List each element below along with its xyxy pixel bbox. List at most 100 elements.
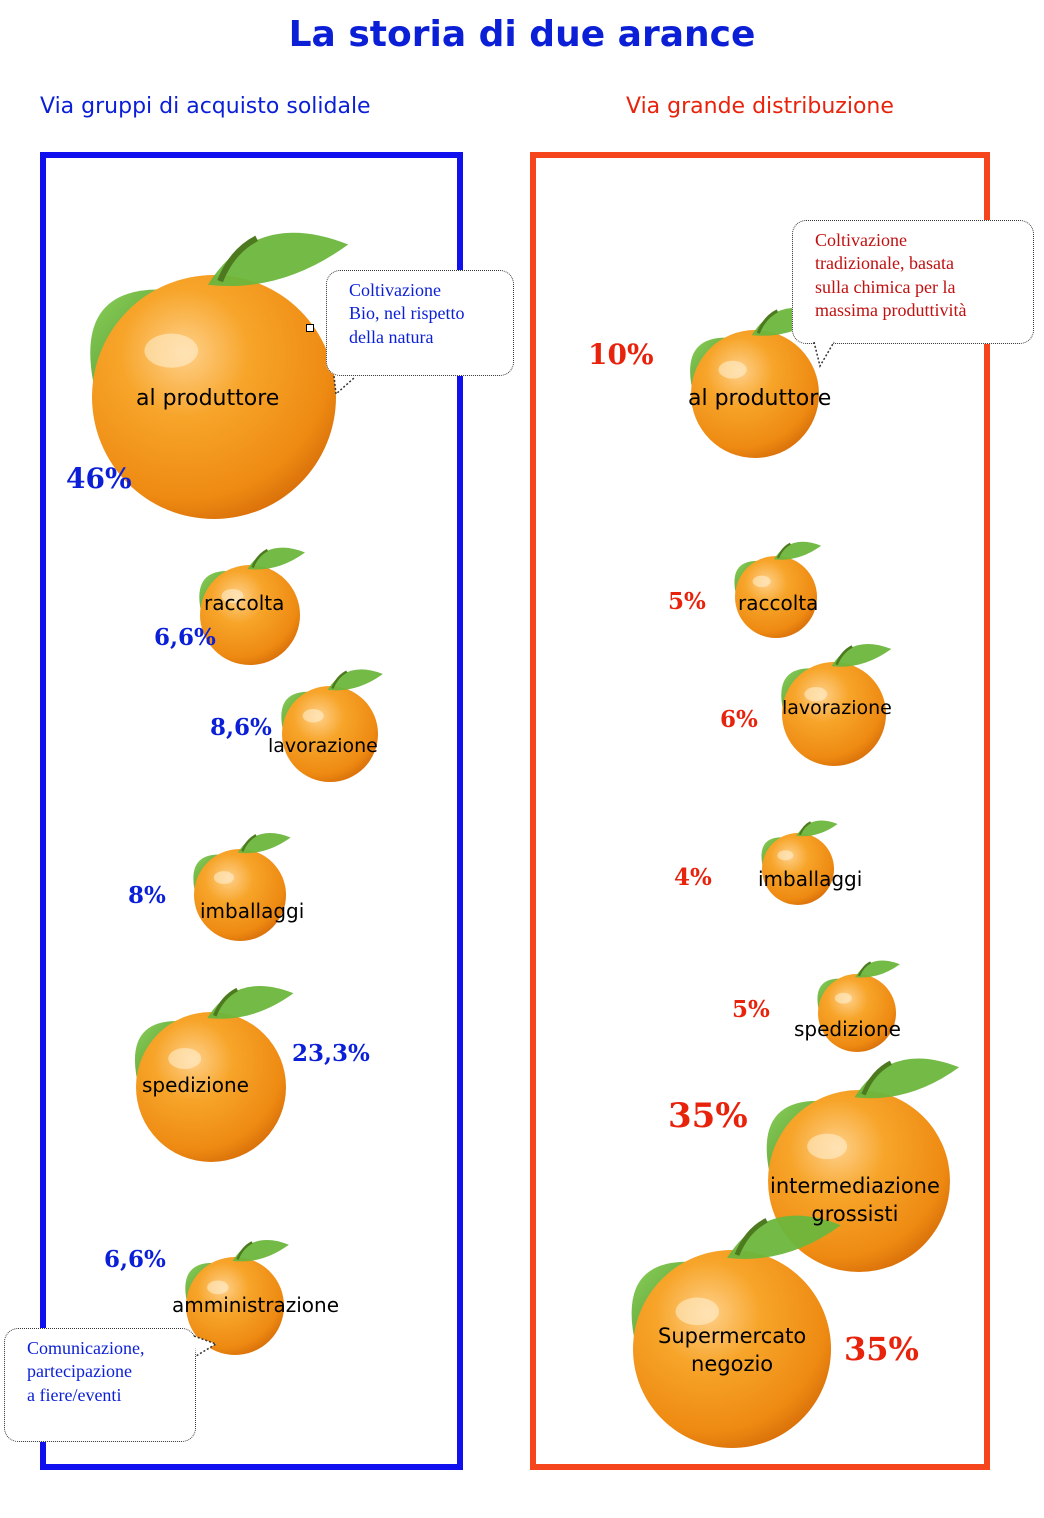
orange-highlight — [804, 686, 828, 702]
orange-left-imballaggi — [193, 833, 291, 944]
leaf-icon — [773, 541, 822, 560]
orange-left-raccolta — [199, 547, 305, 670]
left-heading: Via gruppi di acquisto solidale — [40, 94, 371, 119]
orange-left-produttore — [90, 232, 349, 520]
orange-right-raccolta — [734, 541, 822, 638]
label-left-amministrazione: amministrazione — [172, 1293, 340, 1317]
stem-icon — [756, 309, 779, 334]
orange-left-spedizione — [134, 985, 294, 1164]
bubble-right-line4: massima produttività — [815, 300, 967, 321]
orange-fruit-icon — [734, 541, 822, 638]
pct-right-raccolta: 5% — [668, 588, 706, 615]
orange-fruit-icon — [90, 232, 349, 519]
bubble-right-tail — [813, 341, 835, 368]
pct-left-amministrazione: 6,6% — [104, 1246, 166, 1273]
leaf-icon — [727, 1215, 841, 1259]
stem-icon — [251, 548, 269, 568]
orange-fruit-icon — [134, 985, 294, 1162]
bubble-left-line1: Coltivazione — [349, 280, 441, 300]
bubble-right-coltivazione-tradizionale: Coltivazione tradizionale, basata sulla … — [792, 220, 1034, 344]
orange-highlight — [807, 1133, 848, 1160]
bubble-left-comunicazione: Comunicazione, partecipazione a fiere/ev… — [4, 1328, 196, 1442]
pct-right-lavorazione: 6% — [720, 706, 758, 733]
orange-highlight — [777, 850, 794, 861]
leaf-icon — [327, 669, 383, 691]
stem-icon — [835, 645, 853, 666]
orange-highlight — [834, 992, 852, 1004]
bubble-right-line1: Coltivazione — [815, 230, 907, 250]
bubble-right-line2: tradizionale, basata — [815, 253, 954, 274]
label-right-supermercato-line1: Supermercato — [658, 1324, 807, 1348]
bubble-left-coltivazione-bio: Coltivazione Bio, nel rispetto della nat… — [326, 270, 514, 376]
leaf-icon — [232, 1240, 289, 1262]
stem-icon — [236, 1241, 253, 1260]
right-heading: Via grande distribuzione — [626, 94, 894, 119]
label-right-intermediazione: intermediazione grossisti — [770, 1172, 940, 1229]
right-panel — [530, 152, 990, 1470]
bubble-left-line2: Bio, nel rispetto — [349, 303, 465, 324]
label-right-lavorazione: lavorazione — [782, 697, 892, 719]
orange-fruit-icon — [193, 833, 291, 941]
leaf-icon — [247, 547, 305, 570]
bubble-right-line3: sulla chimica per la — [815, 276, 956, 297]
stem-icon — [858, 961, 872, 977]
stem-icon — [241, 834, 257, 852]
left-panel — [40, 152, 463, 1470]
pct-right-produttore: 10% — [588, 338, 654, 371]
leaf-icon — [207, 985, 294, 1019]
pct-left-imballaggi: 8% — [128, 882, 166, 909]
orange-fruit-icon — [781, 643, 892, 766]
bubble-bottom-line1: Comunicazione, — [27, 1338, 145, 1358]
orange-right-imballaggi — [761, 820, 838, 908]
stem-icon — [777, 542, 791, 559]
stem-icon — [798, 821, 812, 836]
leaf-icon — [796, 820, 838, 837]
orange-body — [186, 1257, 284, 1355]
bubble-bottom-line3: a fiere/eventi — [27, 1384, 122, 1405]
orange-body — [200, 565, 300, 665]
label-left-spedizione: spedizione — [142, 1073, 249, 1097]
bubble-left-line3: della natura — [349, 326, 434, 347]
orange-highlight — [675, 1297, 720, 1326]
label-right-supermercato-line2: negozio — [691, 1352, 774, 1377]
leaf-icon — [237, 833, 291, 854]
orange-body — [735, 556, 817, 638]
orange-left-amministrazione — [185, 1240, 289, 1356]
orange-highlight — [168, 1048, 202, 1069]
orange-highlight — [221, 589, 244, 603]
orange-highlight — [207, 1280, 229, 1295]
orange-body — [136, 1012, 286, 1162]
bubble-bottom-tail — [193, 1335, 218, 1357]
orange-highlight — [213, 871, 235, 884]
stem-icon — [217, 235, 259, 283]
pct-left-lavorazione: 8,6% — [210, 714, 272, 741]
orange-body — [282, 686, 378, 782]
pct-right-imballaggi: 4% — [674, 864, 712, 891]
orange-right-lavorazione — [781, 643, 892, 766]
orange-fruit-icon — [631, 1215, 841, 1448]
orange-right-spedizione — [814, 960, 900, 1052]
bubble-left-tail — [333, 375, 355, 396]
orange-highlight — [718, 360, 747, 379]
bubble-bottom-line2: partecipazione — [27, 1361, 132, 1382]
pct-left-raccolta: 6,6% — [154, 624, 216, 651]
orange-left-lavorazione — [281, 669, 383, 784]
pct-right-spedizione: 5% — [732, 996, 770, 1023]
stem-icon — [861, 1060, 892, 1096]
pct-left-spedizione: 23,3% — [292, 1040, 370, 1067]
orange-fruit-icon — [281, 669, 383, 782]
leaf-icon — [854, 1058, 960, 1099]
orange-body — [194, 849, 286, 941]
label-right-raccolta: raccolta — [738, 591, 819, 615]
orange-body — [92, 275, 336, 519]
pct-right-intermediazione: 35% — [668, 1096, 748, 1136]
orange-right-supermercato — [628, 1215, 841, 1448]
small-square-marker — [306, 324, 314, 332]
leaf-icon — [831, 643, 892, 667]
label-right-produttore: al produttore — [688, 386, 832, 411]
label-left-lavorazione: lavorazione — [268, 735, 378, 757]
orange-fruit-icon — [185, 1240, 289, 1355]
label-left-imballaggi: imballaggi — [200, 899, 305, 923]
orange-highlight — [302, 709, 324, 723]
label-right-intermediazione-line1: intermediazione — [770, 1174, 940, 1198]
